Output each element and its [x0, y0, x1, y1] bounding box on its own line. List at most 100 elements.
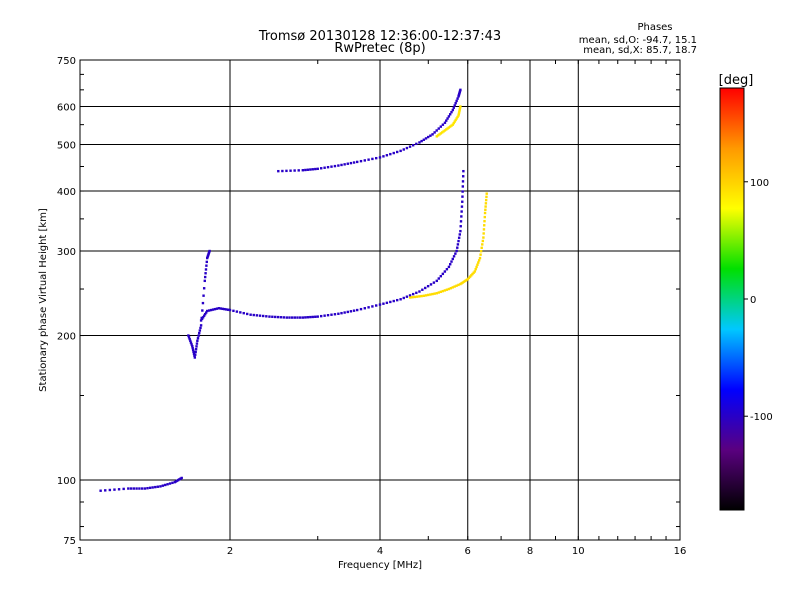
data-point: [382, 302, 385, 305]
data-point: [171, 481, 174, 485]
data-point: [323, 166, 326, 169]
data-point: [239, 311, 242, 314]
data-point: [202, 294, 205, 297]
data-point: [447, 287, 451, 291]
data-point: [207, 309, 211, 312]
data-point: [197, 334, 200, 337]
data-point: [461, 281, 465, 284]
data-point: [301, 169, 305, 172]
data-point: [432, 281, 436, 284]
data-point: [199, 319, 203, 322]
data-point: [314, 167, 317, 171]
data-point: [277, 169, 280, 173]
data-point: [443, 289, 447, 292]
data-point: [474, 268, 477, 271]
x-tick-label: 4: [377, 546, 383, 557]
data-point: [268, 315, 271, 318]
data-point: [399, 298, 402, 301]
data-point: [156, 485, 160, 488]
data-point: [466, 278, 469, 281]
data-point: [460, 210, 463, 213]
data-point: [429, 283, 433, 286]
data-point: [427, 293, 430, 297]
data-point: [467, 276, 471, 280]
data-point: [421, 288, 424, 291]
data-point: [355, 308, 359, 312]
data-point: [456, 115, 459, 119]
data-point: [290, 316, 294, 319]
data-point: [319, 314, 323, 318]
data-point: [343, 311, 346, 314]
data-point: [411, 292, 415, 296]
data-point: [447, 126, 451, 129]
data-point: [441, 272, 445, 276]
data-point: [359, 307, 363, 311]
data-point: [461, 200, 464, 203]
colorbar-tick-label: 0: [750, 295, 756, 306]
data-point: [143, 487, 147, 490]
x-tick-label: 2: [227, 546, 233, 557]
data-point: [223, 307, 226, 311]
data-point: [242, 311, 245, 315]
data-point: [363, 307, 366, 310]
data-point: [203, 279, 206, 283]
data-point: [429, 134, 432, 137]
data-point: [343, 163, 346, 166]
data-point: [265, 315, 268, 318]
data-point: [187, 336, 191, 339]
data-point: [340, 163, 343, 167]
data-point: [148, 486, 152, 490]
data-point: [484, 205, 487, 208]
data-point: [146, 486, 149, 490]
x-axis-label: Frequency [MHz]: [338, 560, 422, 571]
y-tick-label: 100: [57, 476, 76, 487]
y-tick-label: 600: [57, 103, 76, 114]
data-point: [316, 315, 319, 318]
data-point: [208, 249, 211, 253]
data-point: [226, 308, 230, 311]
data-point: [349, 161, 353, 165]
data-point: [374, 156, 378, 160]
data-point: [443, 270, 447, 273]
data-point: [279, 316, 283, 319]
data-point: [405, 146, 409, 150]
data-point: [483, 215, 486, 219]
data-point: [481, 239, 485, 243]
data-point: [352, 161, 356, 164]
data-point: [454, 118, 457, 122]
data-point: [378, 156, 382, 159]
data-point: [306, 168, 309, 171]
data-point: [454, 252, 457, 255]
data-point: [355, 160, 359, 164]
data-point: [202, 314, 206, 317]
phase-stats-o: mean, sd,O: -94.7, 15.1: [579, 35, 697, 46]
data-point: [459, 88, 462, 92]
data-point: [194, 353, 197, 356]
data-point: [402, 296, 405, 300]
data-point: [452, 121, 455, 125]
data-point: [261, 314, 265, 318]
data-point: [249, 313, 252, 316]
data-point: [457, 112, 461, 116]
colorbar-tick-label: 100: [750, 178, 769, 189]
data-point: [485, 195, 488, 199]
data-point: [441, 289, 445, 293]
y-tick-label: 200: [57, 332, 76, 343]
data-point: [445, 119, 448, 122]
data-point: [326, 165, 330, 169]
data-point: [289, 169, 292, 172]
data-point: [461, 180, 465, 183]
data-point: [192, 350, 195, 354]
data-point: [188, 337, 191, 341]
data-point: [385, 301, 389, 305]
data-point: [459, 105, 462, 108]
data-point: [446, 127, 449, 130]
data-point: [191, 348, 195, 352]
data-point: [453, 104, 456, 107]
data-point: [311, 168, 314, 171]
data-point: [459, 229, 462, 233]
data-point: [196, 339, 199, 343]
data-point: [482, 236, 485, 239]
data-point: [411, 144, 415, 147]
data-point: [408, 145, 412, 148]
